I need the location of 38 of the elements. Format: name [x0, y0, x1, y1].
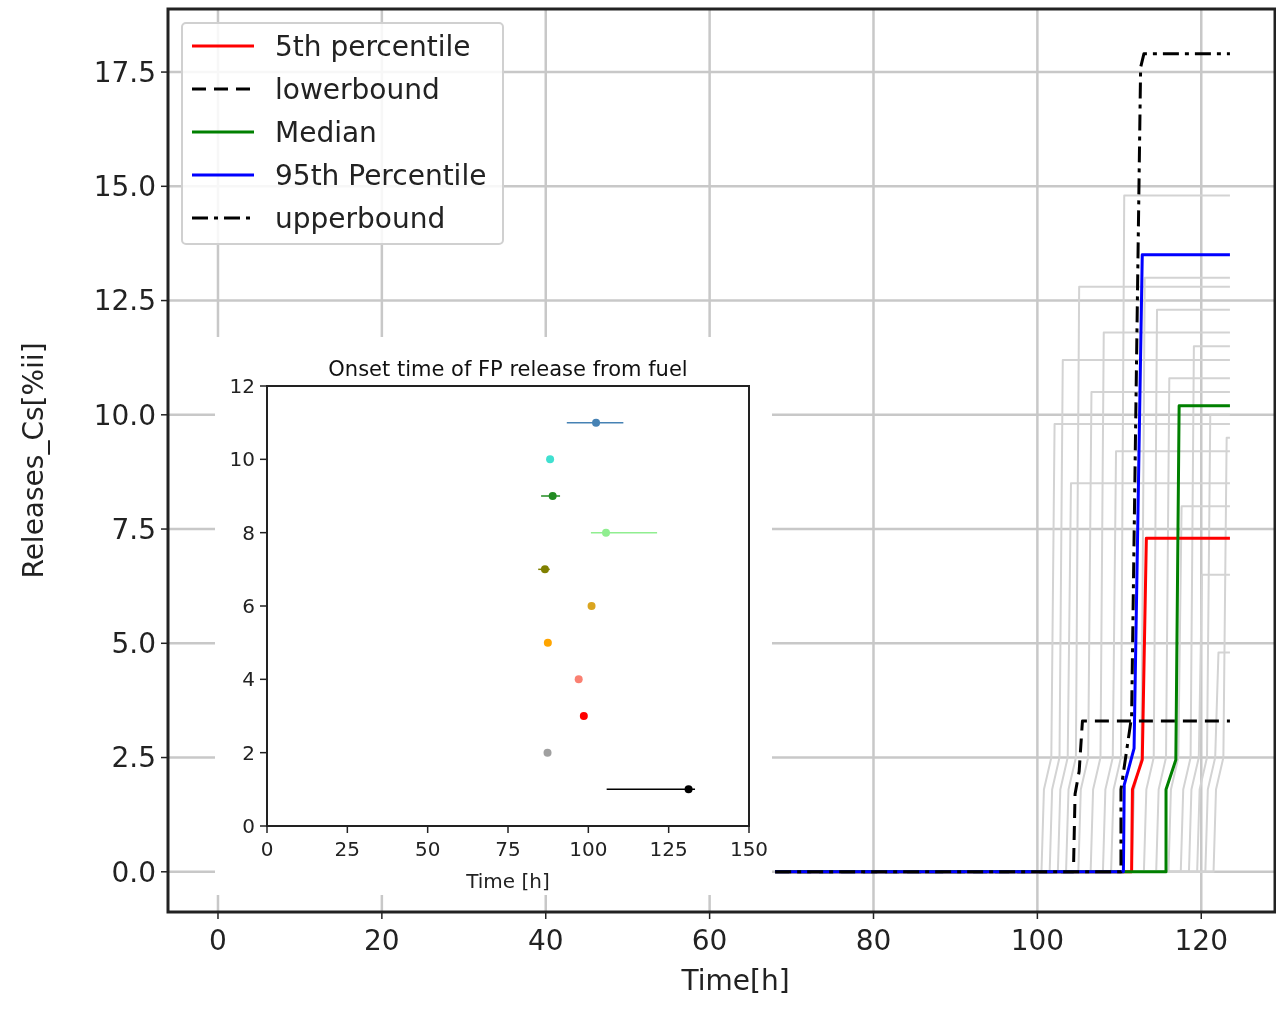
- legend-label: 95th Percentile: [275, 158, 487, 192]
- x-tick-label: 40: [527, 924, 564, 957]
- x-tick-label: 0: [260, 837, 274, 861]
- x-tick-label: 60: [691, 924, 728, 957]
- y-tick-label: 7.5: [111, 512, 156, 546]
- y-tick-label: 12: [229, 374, 255, 398]
- y-tick-label: 6: [242, 594, 255, 618]
- chart-title: Onset time of FP release from fuel: [328, 357, 688, 381]
- x-tick-label: 120: [1174, 924, 1228, 957]
- y-tick-label: 5.0: [111, 627, 156, 661]
- y-tick-label: 15.0: [93, 170, 156, 204]
- y-tick-label: 0.0: [111, 855, 156, 889]
- x-tick-label: 150: [729, 837, 769, 861]
- legend-label: lowerbound: [275, 72, 440, 106]
- x-tick-label: 0: [209, 924, 227, 957]
- legend-label: Median: [275, 115, 377, 149]
- x-tick-label: 100: [1010, 924, 1065, 957]
- y-tick-label: 2.5: [111, 741, 156, 775]
- y-tick-label: 10.0: [93, 398, 156, 432]
- y-tick-label: 10: [229, 447, 255, 472]
- y-tick-label: 17.5: [93, 55, 156, 89]
- y-tick-label: 8: [242, 520, 255, 545]
- x-tick-label: 75: [495, 837, 521, 861]
- y-tick-label: 4: [242, 667, 255, 692]
- legend-label: upperbound: [275, 201, 446, 235]
- x-tick-label: 50: [414, 837, 441, 861]
- y-axis-title: Releases_Cs[%ii]: [17, 342, 50, 579]
- legend-label: 5th percentile: [275, 29, 471, 63]
- x-tick-label: 80: [855, 924, 892, 957]
- y-tick-label: 2: [242, 740, 255, 765]
- x-axis-title: Time[h]: [680, 964, 790, 997]
- x-tick-label: 100: [569, 837, 608, 861]
- x-tick-label: 25: [334, 837, 361, 861]
- x-tick-label: 20: [364, 924, 400, 957]
- x-tick-label: 125: [649, 837, 688, 861]
- y-tick-label: 0: [242, 814, 255, 838]
- y-tick-label: 12.5: [93, 284, 156, 318]
- x-axis-title: Time [h]: [465, 869, 550, 893]
